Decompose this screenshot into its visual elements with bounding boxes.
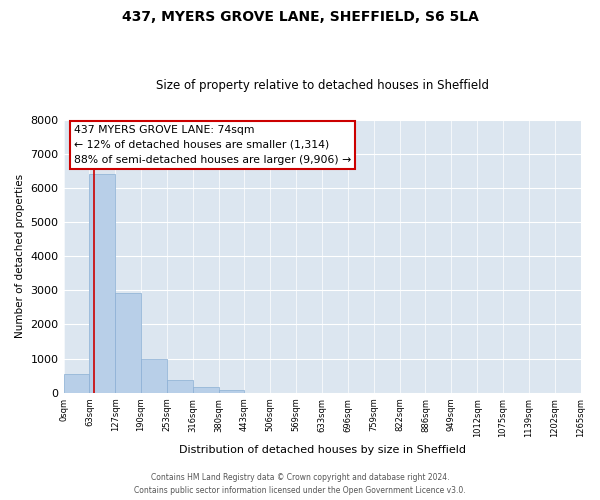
- Bar: [115, 292, 141, 393]
- Bar: [167, 380, 193, 393]
- Bar: [89, 174, 115, 393]
- Text: 437 MYERS GROVE LANE: 74sqm
← 12% of detached houses are smaller (1,314)
88% of : 437 MYERS GROVE LANE: 74sqm ← 12% of det…: [74, 125, 351, 164]
- Text: Contains HM Land Registry data © Crown copyright and database right 2024.
Contai: Contains HM Land Registry data © Crown c…: [134, 473, 466, 495]
- X-axis label: Distribution of detached houses by size in Sheffield: Distribution of detached houses by size …: [179, 445, 466, 455]
- Bar: [193, 388, 218, 393]
- Title: Size of property relative to detached houses in Sheffield: Size of property relative to detached ho…: [155, 79, 488, 92]
- Bar: [141, 360, 167, 393]
- Bar: [218, 390, 244, 393]
- Y-axis label: Number of detached properties: Number of detached properties: [15, 174, 25, 338]
- Bar: [64, 374, 89, 393]
- Text: 437, MYERS GROVE LANE, SHEFFIELD, S6 5LA: 437, MYERS GROVE LANE, SHEFFIELD, S6 5LA: [122, 10, 478, 24]
